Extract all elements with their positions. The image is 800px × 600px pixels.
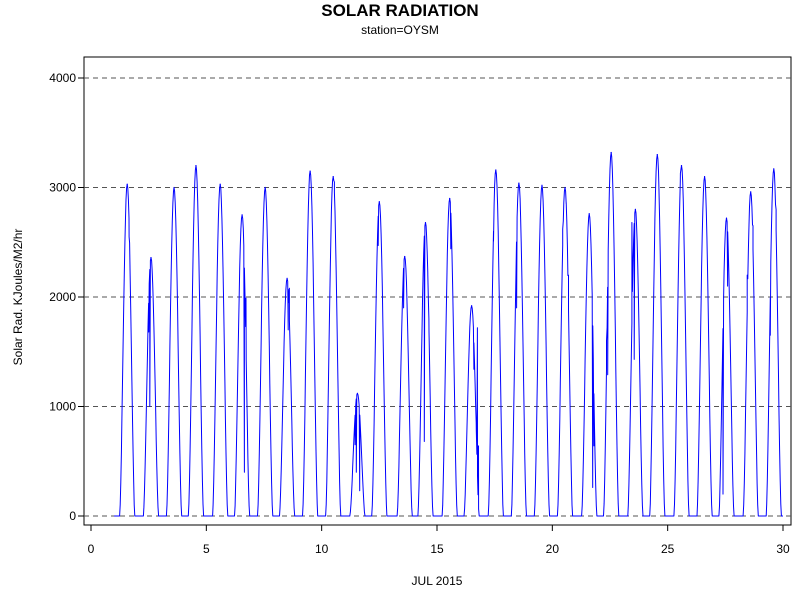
x-axis-label: JUL 2015 bbox=[412, 574, 463, 588]
series-line bbox=[114, 152, 783, 517]
data-point-day-5 bbox=[219, 183, 221, 185]
y-tick-label-4000: 4000 bbox=[49, 71, 76, 85]
data-point-day-19 bbox=[541, 184, 543, 186]
data-point-day-15 bbox=[449, 197, 451, 200]
data-point-day-17 bbox=[495, 169, 497, 171]
y-axis-ticks: 0 1000 2000 3000 4000 bbox=[49, 71, 84, 523]
data-point-day-10 bbox=[332, 175, 334, 178]
data-point-day-12 bbox=[378, 201, 380, 203]
data-point-day-23 bbox=[634, 208, 636, 210]
data-point-day-2 bbox=[150, 256, 152, 259]
data-point-day-4 bbox=[195, 165, 197, 167]
data-point-day-11 bbox=[356, 392, 359, 394]
data-point-day-1 bbox=[126, 183, 128, 185]
data-point-day-8 bbox=[286, 277, 288, 279]
data-point-day-25 bbox=[680, 165, 683, 167]
series-group bbox=[114, 151, 783, 517]
data-point-day-16 bbox=[471, 305, 473, 307]
data-point-day-18 bbox=[518, 182, 520, 184]
chart-title: SOLAR RADIATION bbox=[321, 1, 479, 20]
y-tick-label-3000: 3000 bbox=[49, 181, 76, 195]
data-point-day-20 bbox=[564, 186, 566, 189]
data-point-day-24 bbox=[656, 154, 658, 156]
data-point-day-13 bbox=[404, 255, 406, 258]
data-point-day-27 bbox=[725, 217, 728, 219]
data-point-day-21 bbox=[588, 213, 590, 215]
x-tick-label-30: 30 bbox=[776, 542, 790, 556]
data-point-day-14 bbox=[424, 221, 427, 224]
data-point-day-26 bbox=[703, 175, 706, 178]
x-tick-label-25: 25 bbox=[661, 542, 675, 556]
x-axis: 0 5 10 15 20 25 30 bbox=[84, 524, 791, 556]
x-tick-label-5: 5 bbox=[203, 542, 210, 556]
x-tick-label-10: 10 bbox=[315, 542, 329, 556]
data-point-day-29 bbox=[773, 168, 775, 170]
data-point-day-7 bbox=[264, 186, 266, 189]
x-tick-label-20: 20 bbox=[546, 542, 560, 556]
y-tick-label-1000: 1000 bbox=[49, 400, 76, 414]
data-point-day-6 bbox=[241, 214, 243, 216]
x-tick-label-0: 0 bbox=[88, 542, 95, 556]
data-point-day-9 bbox=[309, 170, 311, 172]
y-tick-label-0: 0 bbox=[69, 509, 76, 523]
y-axis-label: Solar Rad. KJoules/M2/hr bbox=[11, 229, 25, 366]
data-point-day-22 bbox=[610, 151, 612, 154]
data-point-day-28 bbox=[750, 191, 752, 193]
x-tick-label-15: 15 bbox=[430, 542, 444, 556]
chart-subtitle: station=OYSM bbox=[361, 23, 439, 37]
y-tick-label-2000: 2000 bbox=[49, 290, 76, 304]
data-point-day-3 bbox=[173, 186, 175, 189]
